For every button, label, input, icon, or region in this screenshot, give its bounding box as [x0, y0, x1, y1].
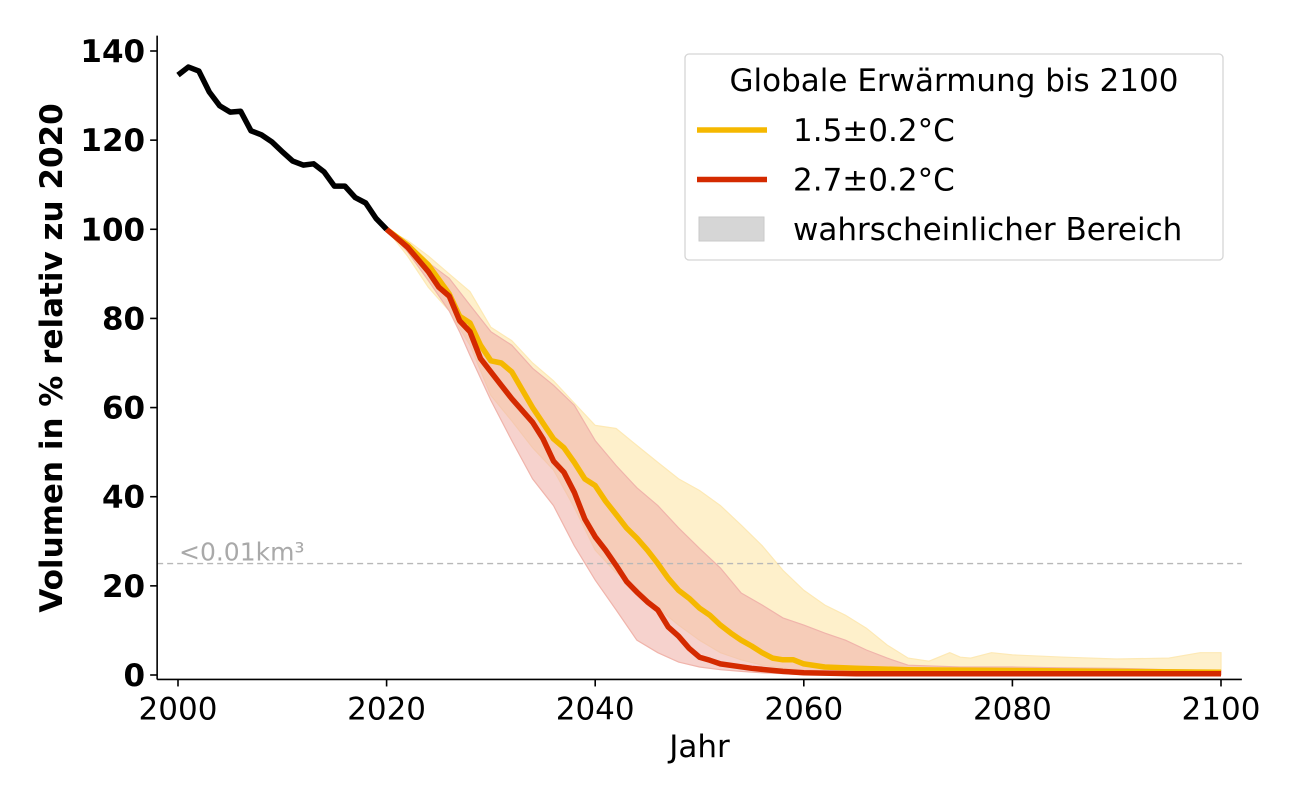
legend-entry: wahrscheinlicher Bereich: [698, 212, 1182, 248]
band-1-5c: [386, 228, 1222, 673]
line-1-5c: [384, 227, 1222, 676]
x-tick-label: 2000: [139, 691, 218, 727]
x-tick-label: 2040: [556, 691, 635, 727]
legend-label: wahrscheinlicher Bereich: [793, 212, 1182, 248]
x-tick-label: 2060: [764, 691, 843, 727]
legend: Globale Erwärmung bis 2100 1.5±0.2°C 2.7±…: [684, 53, 1224, 261]
y-tick-label: 60: [102, 391, 145, 427]
y-tick-label: 20: [102, 569, 145, 605]
legend-entry: 2.7±0.2°C: [697, 163, 955, 199]
x-ticks: 2000 2020 2040 2060 2080 2100: [139, 679, 1261, 727]
threshold-label: <0.01km³: [179, 538, 304, 567]
line-2-7c: [384, 227, 1221, 677]
y-ticks: 0 20 40 60 80 100 120 140: [80, 34, 158, 694]
y-tick-label: 40: [102, 480, 145, 516]
series-lines: [176, 64, 1222, 677]
legend-box: [684, 53, 1224, 261]
x-axis-label: Jahr: [667, 729, 730, 765]
y-axis-label: Volumen in % relativ zu 2020: [34, 103, 70, 612]
legend-patch-swatch: [698, 216, 765, 242]
y-tick-label: 140: [80, 34, 145, 70]
legend-label: 2.7±0.2°C: [793, 163, 955, 199]
x-tick-label: 2100: [1182, 691, 1261, 727]
y-tick-label: 80: [102, 301, 145, 337]
y-tick-label: 120: [80, 123, 145, 159]
y-tick-label: 100: [80, 212, 145, 248]
x-tick-label: 2080: [973, 691, 1052, 727]
legend-entry: 1.5±0.2°C: [697, 113, 955, 149]
legend-entries: 1.5±0.2°C 2.7±0.2°C wahrscheinlicher Berei…: [697, 113, 1182, 248]
line-historical: [176, 64, 389, 232]
legend-title: Globale Erwärmung bis 2100: [730, 63, 1179, 99]
legend-label: 1.5±0.2°C: [793, 113, 955, 149]
likely-range-bands: [386, 228, 1222, 676]
x-tick-label: 2020: [347, 691, 426, 727]
y-tick-label: 0: [124, 658, 146, 694]
